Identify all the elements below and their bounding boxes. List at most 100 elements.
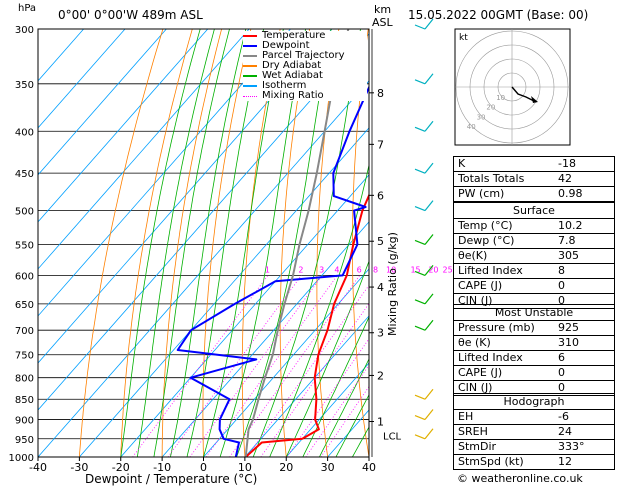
dry-adiabat [161,29,222,457]
hodograph-row: StmDir 333° [454,439,614,454]
most-unstable-row-value: 0 [558,381,565,394]
most-unstable-row-label: CAPE (J) [458,366,503,379]
mixing-ratio-label: 10 [386,265,396,274]
mixing-ratio-line [286,338,369,457]
x-tick-label: 30 [321,461,335,474]
wet-adiabat [170,29,247,457]
km-tick-label: 5 [377,235,384,248]
wind-barb-shaft [424,234,434,245]
mixing-ratio-label: 4 [334,265,339,274]
most-unstable-row: CAPE (J) 0 [454,365,614,380]
mixing-ratio-line [260,302,369,457]
most-unstable-row: CIN (J) 0 [454,380,614,395]
totals-value: 42 [558,172,572,185]
wind-barb-flag [414,434,426,440]
wind-barb [414,200,434,212]
wet-adiabat [269,163,369,457]
indices-panel: K -18 Totals Totals 42 PW (cm) 0.98 [453,156,615,202]
isotherm [38,29,250,270]
km-tick-label: 4 [377,281,384,294]
isotherm [38,29,167,176]
hodograph-row-label: StmDir [458,440,497,453]
hodograph-storm-marker [531,96,538,103]
series-dewpoint [176,84,369,457]
surface-row-value: 10.2 [558,219,583,232]
wet-adiabat [136,29,215,457]
dry-adiabat [351,29,369,457]
wind-barb-flag [414,206,426,212]
wet-adiabat [219,29,306,457]
pressure-tick-label: 300 [15,25,34,36]
wet-adiabat [302,316,369,457]
wind-barb [414,293,434,305]
pw-label: PW (cm) [458,187,505,200]
mixing-ratio-line [246,284,369,457]
most-unstable-row: Lifted Index 6 [454,350,614,365]
wind-barb-flag [414,270,426,276]
most-unstable-row-value: 6 [558,351,565,364]
pressure-tick-label: 350 [15,80,34,91]
hodograph-ring-label: 20 [486,104,495,112]
x-tick-label: 0 [200,461,207,474]
surface-row-value: 7.8 [558,234,576,247]
surface-row-value: 8 [558,264,565,277]
dry-adiabat [241,29,281,457]
x-tick-label: 10 [238,461,252,474]
wet-adiabat [319,358,369,457]
most-unstable-row-label: θe (K) [458,336,491,349]
wind-barb-shaft [424,18,434,30]
pressure-tick-label: 700 [15,326,34,337]
surface-row-value: 305 [558,249,579,262]
most-unstable-row-value: 310 [558,336,579,349]
km-tick-label: 7 [377,138,384,151]
hodograph-ring-label: 10 [496,94,505,102]
hodograph-row-label: StmSpd (kt) [458,455,524,468]
surface-row-value: 0 [558,294,565,307]
hodograph-ring-label: 40 [467,123,476,131]
mixing-ratio-line [167,275,302,457]
dry-adiabat [202,29,252,457]
dry-adiabat [79,29,164,457]
legend-swatch [243,95,257,97]
surface-row: Dewp (°C) 7.8 [454,233,614,248]
km-tick-label: 3 [377,327,384,340]
legend-item-dewpoint: Dewpoint [243,41,367,51]
hodograph-row-label: SREH [458,425,488,438]
wet-adiabat [153,29,230,457]
surface-panel: Surface Temp (°C) 10.2 Dewp (°C) 7.8 θe(K) 305… [453,202,615,309]
legend-item-dry-adiabat: Dry Adiabat [243,61,367,71]
chart-legend: Temperature Dewpoint Parcel Trajectory Dry … [243,31,367,101]
x-tick-label: -30 [70,461,88,474]
wind-barb-shaft [424,265,434,276]
mixing-ratio-line [189,275,323,457]
wind-barb [414,18,434,30]
wet-adiabat [203,29,284,457]
pressure-tick-label: 650 [15,300,34,311]
mixing-ratio-axis-title: Mixing Ratio (g/kg) [386,232,399,336]
legend-label: Temperature [262,30,326,41]
legend-label: Mixing Ratio [262,90,324,101]
surface-row: CIN (J) 0 [454,293,614,308]
wind-barb-shaft [424,73,434,85]
pw-value: 0.98 [558,187,583,200]
mixing-ratio-line [305,364,369,457]
wind-barb-flag [414,414,426,421]
wind-barb [414,388,434,400]
totals-label: Totals Totals [458,172,525,185]
wind-barb-shaft [424,120,434,132]
pressure-tick-label: 500 [15,207,34,218]
pressure-tick-label: 800 [15,374,34,385]
k-label: K [458,157,466,170]
isotherm [285,362,369,457]
mixing-ratio-label: 2 [298,265,303,274]
legend-label: Dewpoint [262,40,310,51]
hodograph-row-value: 333° [558,440,585,453]
mixing-ratio-label: 8 [373,265,378,274]
series-parcel-trajectory [244,29,350,457]
hodograph-row-label: EH [458,410,474,423]
wind-barb-flag [414,79,426,85]
isotherm [38,29,126,129]
x-tick-label: -10 [153,461,171,474]
surface-title: Surface [513,204,555,217]
most-unstable-title: Most Unstable [494,306,574,319]
